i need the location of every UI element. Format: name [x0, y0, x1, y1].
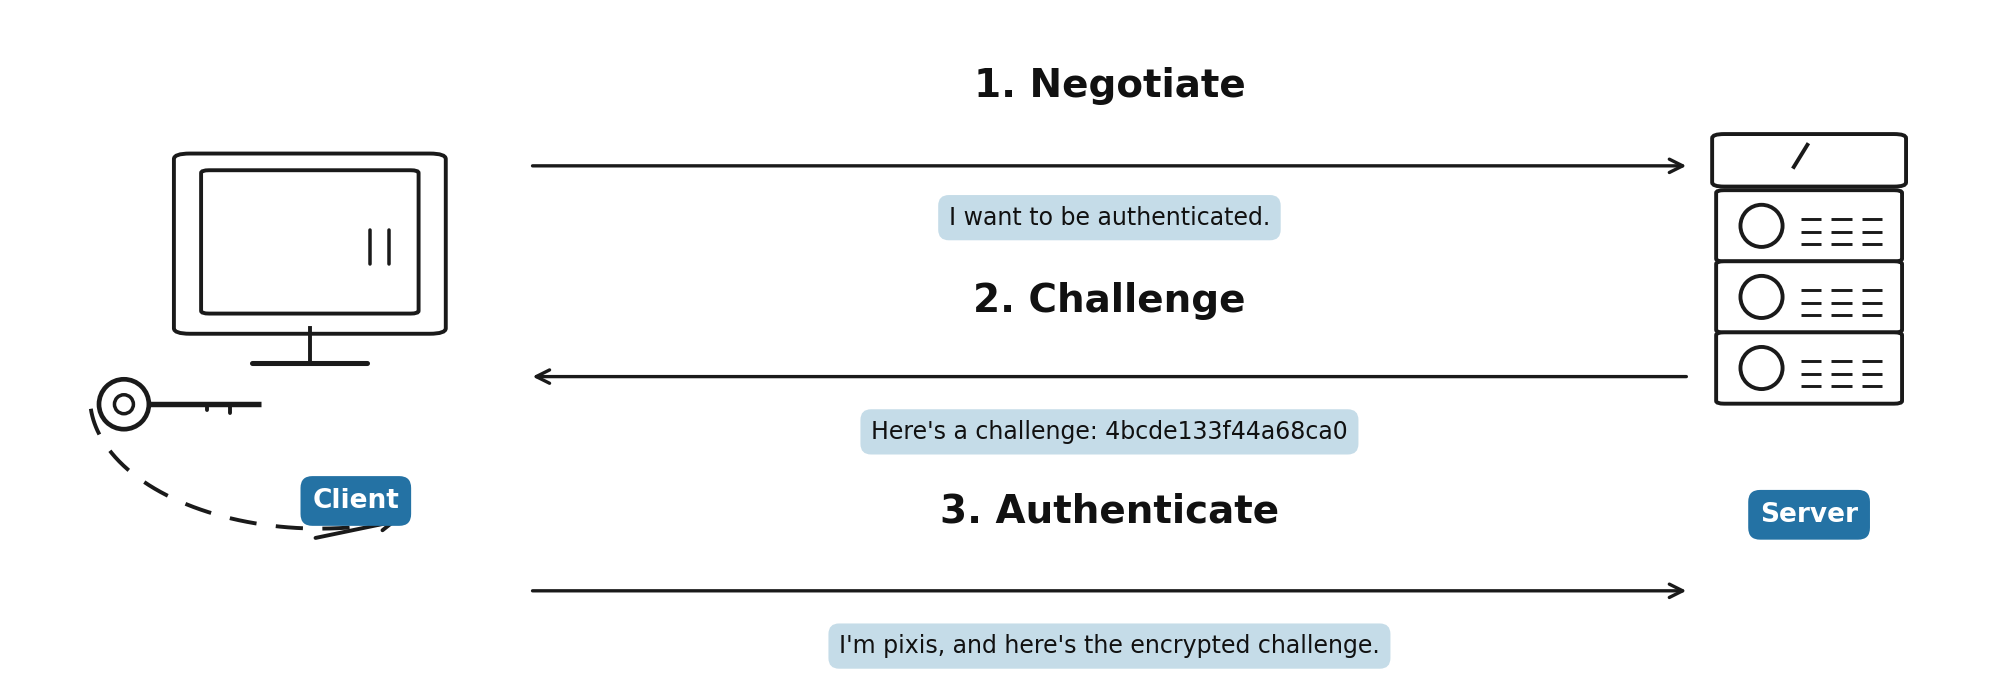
Ellipse shape: [1740, 347, 1782, 389]
Text: Here's a challenge: 4bcde133f44a68ca0: Here's a challenge: 4bcde133f44a68ca0: [871, 420, 1347, 444]
FancyBboxPatch shape: [1716, 190, 1902, 261]
Text: 3. Authenticate: 3. Authenticate: [939, 493, 1279, 530]
FancyBboxPatch shape: [1716, 332, 1902, 404]
Text: 2. Challenge: 2. Challenge: [973, 282, 1245, 319]
Text: Client: Client: [312, 488, 400, 514]
FancyBboxPatch shape: [1710, 134, 1906, 187]
Text: I'm pixis, and here's the encrypted challenge.: I'm pixis, and here's the encrypted chal…: [839, 634, 1379, 658]
FancyBboxPatch shape: [174, 153, 446, 334]
Text: I want to be authenticated.: I want to be authenticated.: [949, 206, 1269, 229]
Ellipse shape: [1740, 276, 1782, 318]
Ellipse shape: [100, 379, 148, 429]
FancyBboxPatch shape: [1716, 261, 1902, 332]
FancyBboxPatch shape: [202, 170, 418, 314]
Ellipse shape: [1740, 205, 1782, 247]
Text: 1. Negotiate: 1. Negotiate: [973, 68, 1245, 105]
Ellipse shape: [114, 395, 134, 414]
Text: Server: Server: [1758, 502, 1858, 528]
